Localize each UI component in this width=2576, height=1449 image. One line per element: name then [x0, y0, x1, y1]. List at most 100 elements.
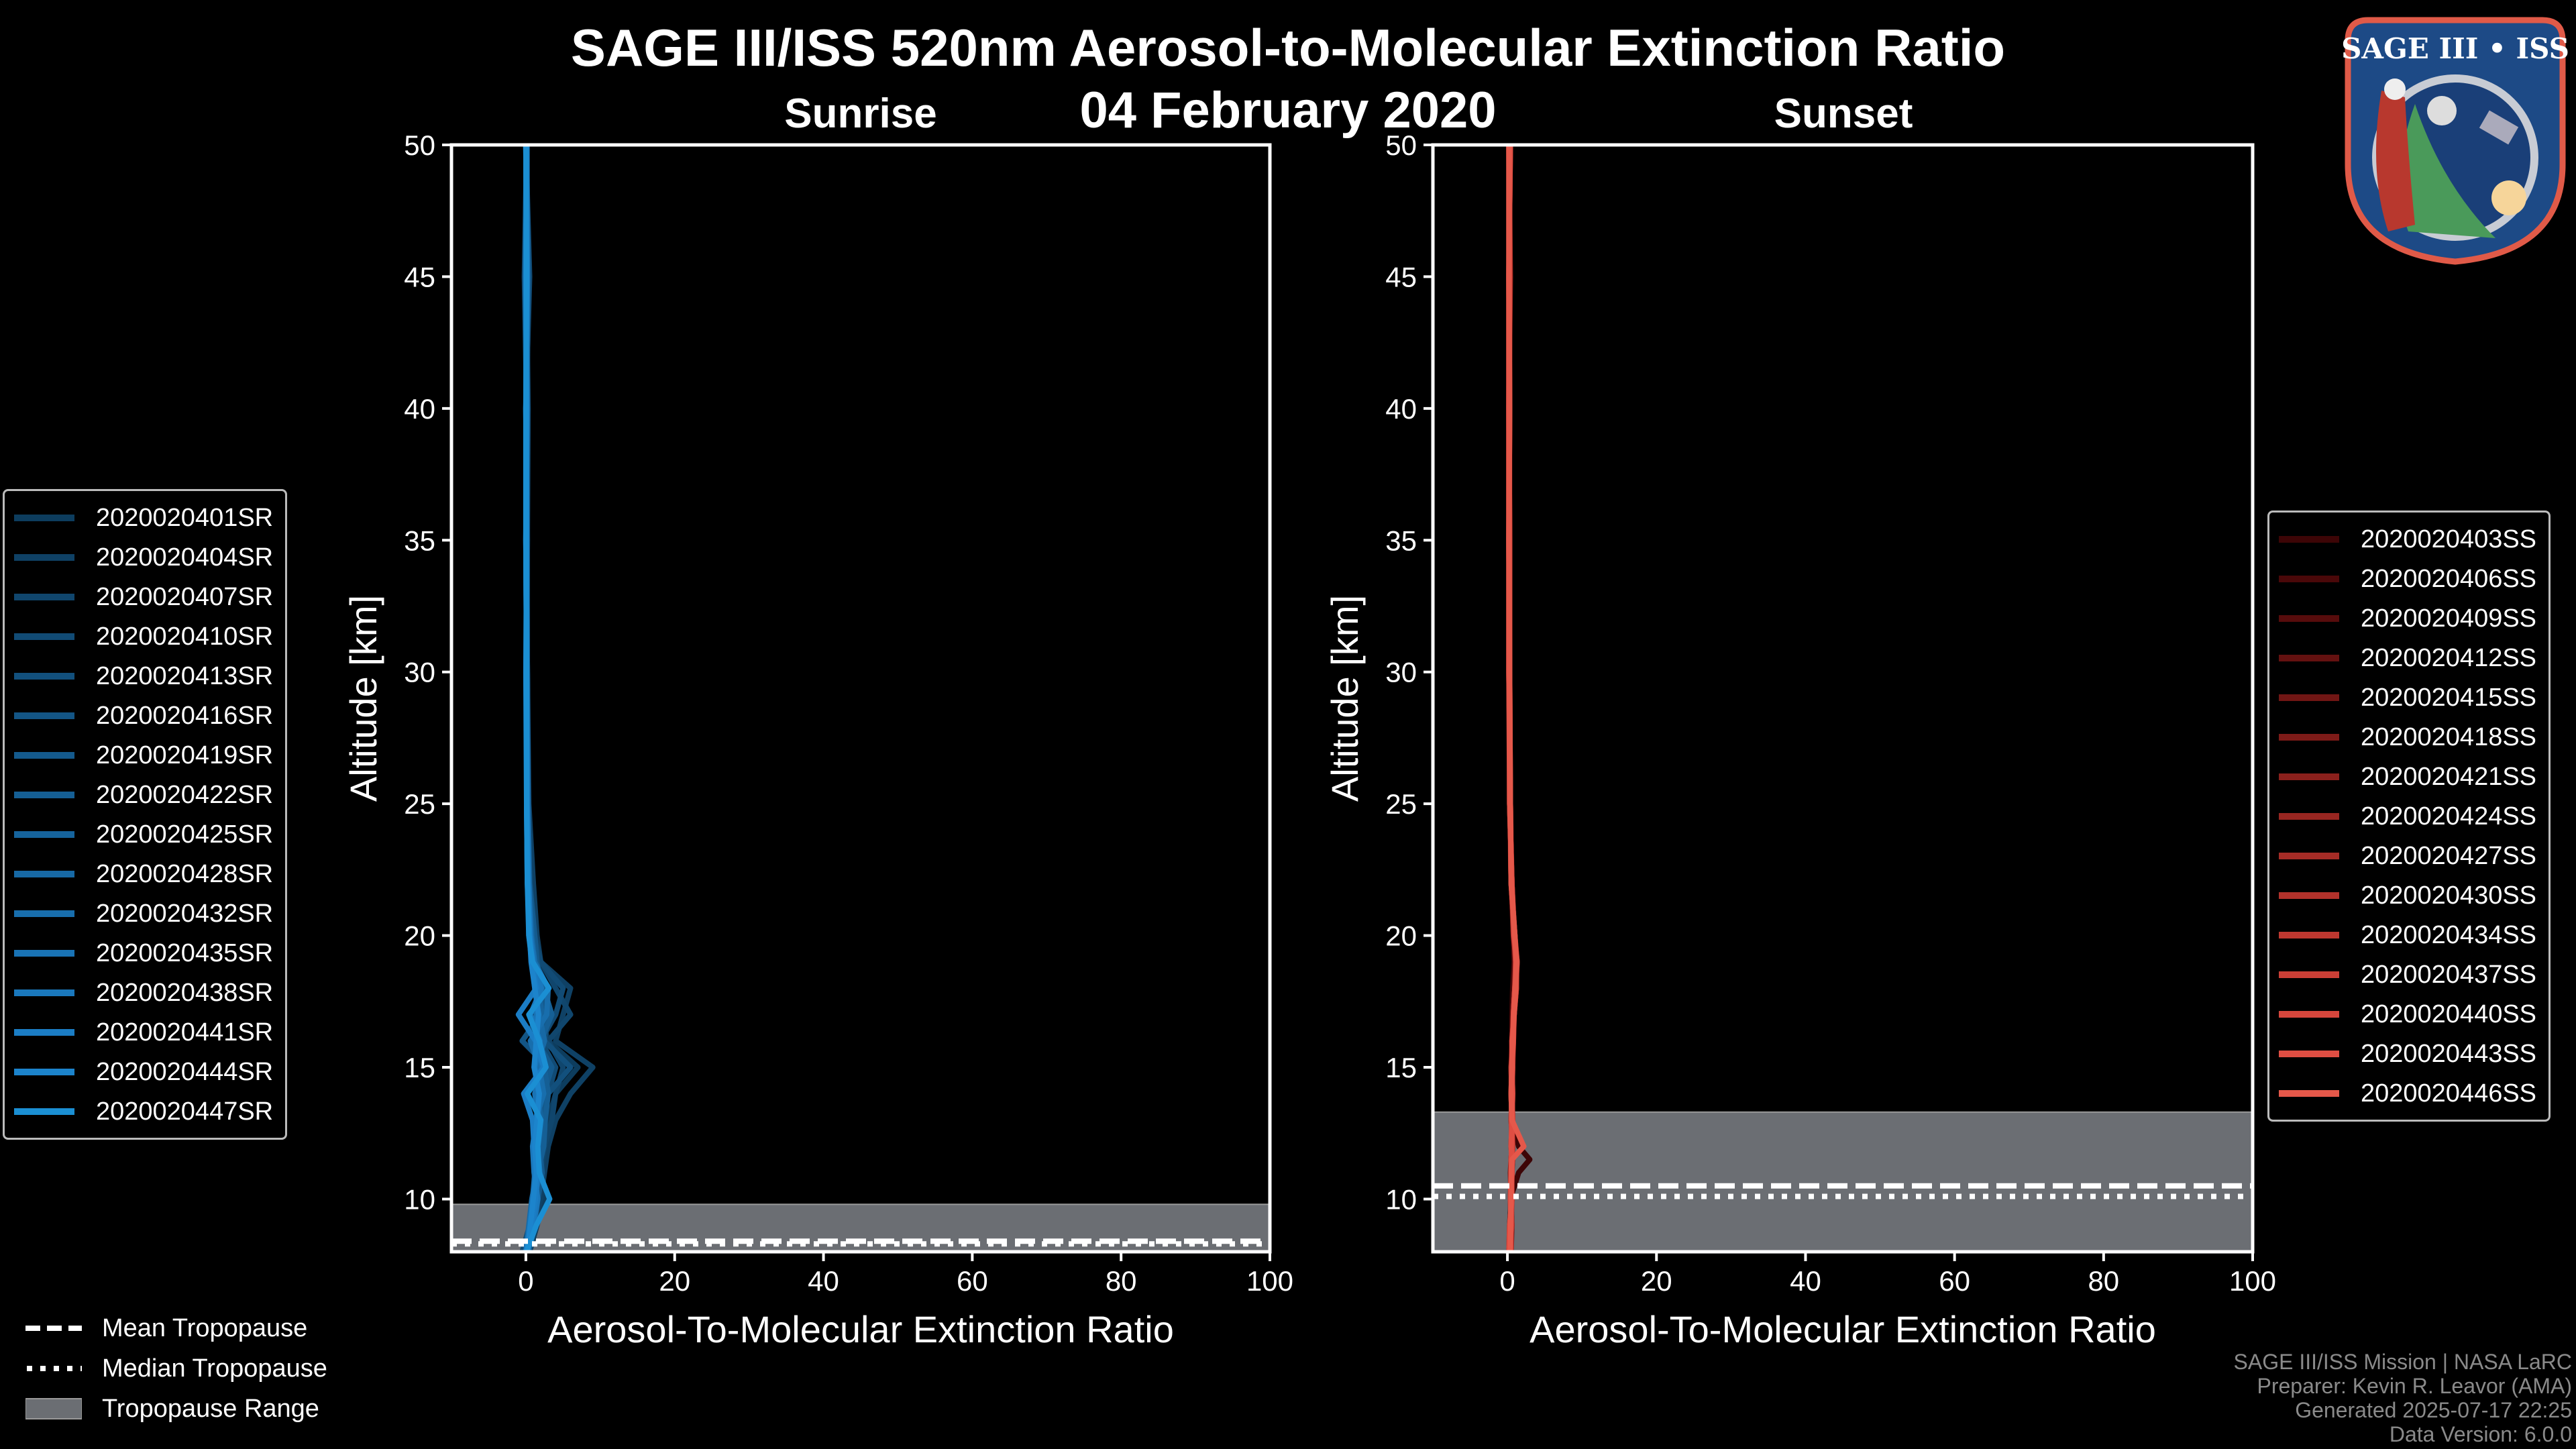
legend-swatch [2279, 654, 2339, 661]
legend-swatch [2279, 535, 2339, 543]
legend-entry: 2020020422SR [14, 775, 273, 814]
y-tick-label: 35 [404, 525, 435, 556]
legend-entry: 2020020440SS [2279, 994, 2536, 1034]
legend-label: 2020020406SS [2361, 564, 2537, 593]
legend-swatch [2279, 1089, 2339, 1097]
legend-swatch [14, 989, 74, 996]
axes-frame [449, 143, 1272, 1254]
tropopause-legend: Mean Tropopause Median Tropopause Tropop… [25, 1308, 327, 1429]
x-tick-label: 80 [1106, 1265, 1137, 1297]
dotted-line-icon [27, 1366, 82, 1371]
y-tick-label: 50 [1385, 129, 1417, 161]
legend-swatch [14, 910, 74, 917]
y-tick-label: 50 [404, 129, 435, 161]
legend-entry: 2020020403SS [2279, 519, 2536, 559]
legend-label: 2020020416SR [96, 701, 274, 730]
legend-swatch [14, 1068, 74, 1075]
legend-swatch [14, 593, 74, 600]
y-tick-label: 20 [1385, 920, 1417, 952]
legend-label: 2020020428SR [96, 859, 274, 888]
legend-label: 2020020434SS [2361, 920, 2537, 949]
legend-swatch [2279, 733, 2339, 741]
x-tick-label: 0 [1499, 1265, 1515, 1297]
legend-swatch [2279, 614, 2339, 622]
legend-entry: 2020020427SS [2279, 836, 2536, 875]
x-tick-label: 100 [1246, 1265, 1293, 1297]
y-tick-label: 40 [404, 393, 435, 425]
footer-mission: SAGE III/ISS Mission | NASA LaRC [2233, 1350, 2572, 1374]
y-axis-label: Altitude [km] [1324, 595, 1366, 802]
legend-swatch [2279, 852, 2339, 859]
legend-entry: 2020020438SR [14, 973, 273, 1012]
legend-entry: 2020020413SR [14, 656, 273, 696]
y-tick-label: 25 [1385, 788, 1417, 820]
x-axis-label: Aerosol-To-Molecular Extinction Ratio [547, 1308, 1174, 1350]
range-swatch-icon [25, 1398, 82, 1419]
legend-label: 2020020437SS [2361, 960, 2537, 989]
legend-label: 2020020418SS [2361, 722, 2537, 751]
sunset-axes: 0 20 40 60 80 100 10 15 20 25 30 35 40 45 50 Aerosol-To… [1324, 129, 2276, 1350]
x-tick-label: 20 [1641, 1265, 1672, 1297]
legend-label: 2020020430SS [2361, 881, 2537, 910]
legend-entry: 2020020437SS [2279, 955, 2536, 994]
legend-entry: 2020020430SS [2279, 875, 2536, 915]
legend-entry: 2020020401SR [14, 498, 273, 537]
x-tick-label: 0 [518, 1265, 533, 1297]
y-tick-label: 15 [404, 1052, 435, 1083]
tropopause-range-label: Tropopause Range [102, 1395, 319, 1423]
legend-label: 2020020427SS [2361, 841, 2537, 870]
x-tick-label: 100 [2229, 1265, 2276, 1297]
legend-swatch [14, 1028, 74, 1036]
legend-swatch [2279, 1010, 2339, 1018]
legend-entry: 2020020435SR [14, 933, 273, 973]
legend-entry: 2020020428SR [14, 854, 273, 894]
legend-swatch [14, 791, 74, 798]
legend-swatch [14, 1108, 74, 1115]
y-tick-label: 35 [1385, 525, 1417, 556]
y-tick-label: 45 [404, 261, 435, 292]
x-tick-label: 40 [1790, 1265, 1821, 1297]
legend-entry: 2020020410SR [14, 616, 273, 656]
legend-label: 2020020443SS [2361, 1039, 2537, 1068]
legend-swatch [14, 751, 74, 759]
axes-frame [1431, 143, 2255, 1254]
chart-date: 04 February 2020 [1079, 82, 1497, 139]
legend-entry: 2020020415SS [2279, 678, 2536, 717]
y-axis-label: Altitude [km] [342, 595, 384, 802]
y-tick-label: 40 [1385, 393, 1417, 425]
legend-swatch [2279, 694, 2339, 701]
y-tick-label: 45 [1385, 261, 1417, 292]
legend-entry: 2020020446SS [2279, 1073, 2536, 1113]
x-tick-label: 20 [659, 1265, 690, 1297]
x-tick-label: 40 [808, 1265, 839, 1297]
legend-label: 2020020415SS [2361, 683, 2537, 712]
legend-entry: 2020020419SR [14, 735, 273, 775]
legend-label: 2020020446SS [2361, 1079, 2537, 1108]
median-tropopause-label: Median Tropopause [102, 1354, 327, 1383]
sage-iii-iss-logo: SAGE III • ISS [2341, 17, 2569, 265]
legend-swatch [14, 949, 74, 957]
legend-label: 2020020401SR [96, 503, 274, 532]
sunrise-legend: 2020020401SR 2020020404SR 2020020407SR 2020… [3, 489, 288, 1140]
legend-swatch [2279, 812, 2339, 820]
legend-label: 2020020444SR [96, 1057, 274, 1086]
y-tick-label: 25 [404, 788, 435, 820]
legend-label: 2020020407SR [96, 582, 274, 611]
legend-label: 2020020440SS [2361, 1000, 2537, 1028]
legend-swatch [2279, 575, 2339, 582]
legend-entry: 2020020418SS [2279, 717, 2536, 757]
legend-median-tropopause: Median Tropopause [25, 1348, 327, 1389]
legend-label: 2020020409SS [2361, 604, 2537, 633]
legend-label: 2020020403SS [2361, 525, 2537, 553]
legend-label: 2020020441SR [96, 1018, 274, 1046]
y-tick-label: 20 [404, 920, 435, 952]
legend-entry: 2020020404SR [14, 537, 273, 577]
legend-swatch [14, 633, 74, 640]
legend-label: 2020020419SR [96, 741, 274, 769]
legend-label: 2020020413SR [96, 661, 274, 690]
legend-entry: 2020020416SR [14, 696, 273, 735]
legend-entry: 2020020443SS [2279, 1034, 2536, 1073]
legend-swatch [2279, 1050, 2339, 1057]
legend-entry: 2020020441SR [14, 1012, 273, 1052]
sunset-panel-title: Sunset [1774, 91, 1913, 137]
